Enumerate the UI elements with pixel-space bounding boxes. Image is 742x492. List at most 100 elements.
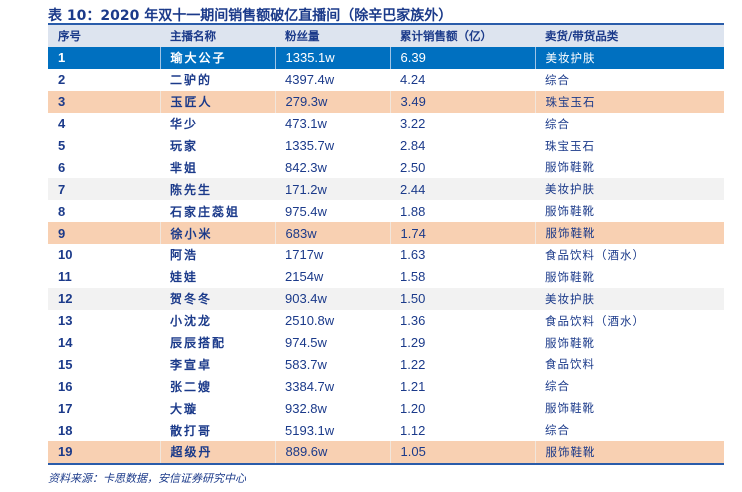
table-row: 16 张二嫂 3384.7w 1.21 综合 bbox=[48, 375, 724, 397]
table-row: 7 陈先生 171.2w 2.44 美妆护肤 bbox=[48, 178, 724, 201]
cell-fans: 842.3w bbox=[285, 159, 327, 175]
cell-category: 服饰鞋靴 bbox=[545, 204, 595, 219]
cell-name: 小沈龙 bbox=[170, 314, 213, 329]
cell-sales: 1.50 bbox=[400, 291, 426, 307]
cell-fans: 889.6w bbox=[274, 441, 390, 464]
cell-name: 玉匠人 bbox=[159, 90, 275, 113]
cell-name: 芈姐 bbox=[170, 160, 199, 175]
table-row: 14 辰辰搭配 974.5w 1.29 服饰鞋靴 bbox=[48, 332, 724, 354]
cell-name: 华少 bbox=[170, 117, 199, 132]
cell-fans: 974.5w bbox=[285, 335, 327, 351]
cell-category: 服饰鞋靴 bbox=[545, 269, 595, 284]
cell-name: 超级丹 bbox=[159, 441, 275, 464]
cell-name: 张二嫂 bbox=[170, 379, 213, 394]
table-header-row: 序号 主播名称 粉丝量 累计销售额（亿） 卖货/带货品类 bbox=[48, 24, 724, 47]
column-header-name: 主播名称 bbox=[170, 29, 216, 43]
live-room-sales-table: 序号 主播名称 粉丝量 累计销售额（亿） 卖货/带货品类 1 瑜大公子 1335.1… bbox=[48, 23, 724, 465]
cell-fans: 583.7w bbox=[285, 356, 327, 372]
cell-no: 13 bbox=[58, 313, 73, 329]
column-header-fans: 粉丝量 bbox=[285, 29, 320, 43]
table-row: 15 李宣卓 583.7w 1.22 食品饮料 bbox=[48, 353, 724, 375]
cell-sales: 1.63 bbox=[400, 247, 426, 263]
cell-category: 美妆护肤 bbox=[545, 182, 595, 197]
cell-sales: 3.22 bbox=[400, 116, 426, 132]
cell-name: 辰辰搭配 bbox=[170, 336, 227, 351]
cell-category: 美妆护肤 bbox=[545, 291, 595, 306]
cell-no: 17 bbox=[58, 400, 73, 416]
cell-name: 徐小米 bbox=[159, 222, 275, 245]
table-row: 2 二驴的 4397.4w 4.24 综合 bbox=[48, 69, 724, 91]
cell-fans: 279.3w bbox=[274, 90, 390, 113]
table-row: 11 娃娃 2154w 1.58 服饰鞋靴 bbox=[48, 266, 724, 288]
cell-category: 美妆护肤 bbox=[534, 47, 724, 69]
column-header-no: 序号 bbox=[58, 29, 81, 43]
cell-category: 服饰鞋靴 bbox=[534, 222, 724, 245]
cell-category: 综合 bbox=[545, 72, 570, 87]
source-note: 资料来源：卡思数据，安信证券研究中心 bbox=[48, 472, 246, 485]
cell-fans: 683w bbox=[274, 222, 390, 245]
cell-no: 10 bbox=[58, 247, 73, 263]
cell-sales: 2.50 bbox=[400, 159, 426, 175]
cell-fans: 473.1w bbox=[285, 116, 327, 132]
cell-sales: 3.49 bbox=[389, 90, 535, 113]
cell-fans: 2510.8w bbox=[285, 313, 335, 329]
cell-sales: 1.29 bbox=[400, 335, 426, 351]
cell-sales: 1.36 bbox=[400, 313, 426, 329]
cell-sales: 4.24 bbox=[400, 72, 426, 88]
cell-no: 9 bbox=[58, 225, 66, 241]
cell-name: 陈先生 bbox=[170, 182, 213, 197]
cell-no: 4 bbox=[58, 116, 66, 132]
cell-name: 阿浩 bbox=[170, 248, 199, 263]
cell-fans: 1717w bbox=[285, 247, 324, 263]
cell-category: 综合 bbox=[545, 116, 570, 131]
cell-no: 12 bbox=[58, 291, 73, 307]
cell-category: 服饰鞋靴 bbox=[534, 441, 724, 464]
cell-fans: 171.2w bbox=[285, 181, 327, 197]
cell-sales: 1.58 bbox=[400, 269, 426, 285]
table-row: 10 阿浩 1717w 1.63 食品饮料（酒水） bbox=[48, 244, 724, 266]
cell-category: 综合 bbox=[545, 379, 570, 394]
cell-fans: 4397.4w bbox=[285, 72, 335, 88]
cell-fans: 1335.7w bbox=[285, 138, 335, 153]
cell-no: 18 bbox=[58, 422, 73, 438]
cell-category: 服饰鞋靴 bbox=[545, 335, 595, 350]
cell-name: 散打哥 bbox=[170, 423, 213, 438]
cell-fans: 1335.1w bbox=[274, 47, 390, 69]
table-row: 12 贺冬冬 903.4w 1.50 美妆护肤 bbox=[48, 287, 724, 310]
cell-no: 16 bbox=[58, 378, 73, 394]
cell-fans: 903.4w bbox=[285, 291, 327, 307]
cell-fans: 975.4w bbox=[285, 203, 327, 219]
cell-sales: 1.21 bbox=[400, 378, 426, 394]
cell-name: 玩家 bbox=[170, 139, 199, 153]
cell-no: 8 bbox=[58, 203, 66, 219]
cell-no: 14 bbox=[58, 335, 73, 351]
table-row: 9 徐小米 683w 1.74 服饰鞋靴 bbox=[48, 222, 724, 245]
table-row: 6 芈姐 842.3w 2.50 服饰鞋靴 bbox=[48, 156, 724, 178]
cell-category: 食品饮料（酒水） bbox=[545, 247, 645, 262]
cell-category: 珠宝玉石 bbox=[545, 138, 595, 153]
table-row: 19 超级丹 889.6w 1.05 服饰鞋靴 bbox=[48, 441, 724, 464]
cell-no: 15 bbox=[58, 356, 73, 372]
table-row: 17 大璇 932.8w 1.20 服饰鞋靴 bbox=[48, 397, 724, 419]
cell-fans: 2154w bbox=[285, 269, 324, 285]
table-title: 表 10：2020 年双十一期间销售额破亿直播间（除辛巴家族外） bbox=[48, 8, 453, 24]
cell-sales: 6.39 bbox=[389, 47, 535, 69]
table-row: 5 玩家 1335.7w 2.84 珠宝玉石 bbox=[48, 135, 724, 157]
cell-name: 瑜大公子 bbox=[159, 47, 275, 69]
cell-sales: 1.12 bbox=[400, 422, 426, 438]
cell-no: 5 bbox=[58, 138, 66, 153]
table-row: 13 小沈龙 2510.8w 1.36 食品饮料（酒水） bbox=[48, 310, 724, 332]
cell-category: 珠宝玉石 bbox=[534, 90, 724, 113]
cell-category: 服饰鞋靴 bbox=[545, 401, 595, 416]
table-row: 8 石家庄蕊姐 975.4w 1.88 服饰鞋靴 bbox=[48, 200, 724, 222]
cell-category: 综合 bbox=[545, 423, 570, 438]
cell-sales: 1.88 bbox=[400, 203, 426, 219]
cell-category: 食品饮料（酒水） bbox=[545, 313, 645, 328]
column-header-sales: 累计销售额（亿） bbox=[400, 29, 492, 43]
cell-name: 二驴的 bbox=[170, 73, 213, 88]
table-row: 18 散打哥 5193.1w 1.12 综合 bbox=[48, 419, 724, 441]
cell-no: 7 bbox=[58, 181, 66, 197]
cell-no: 1 bbox=[58, 50, 66, 66]
cell-name: 石家庄蕊姐 bbox=[170, 204, 241, 219]
cell-name: 贺冬冬 bbox=[170, 292, 213, 307]
